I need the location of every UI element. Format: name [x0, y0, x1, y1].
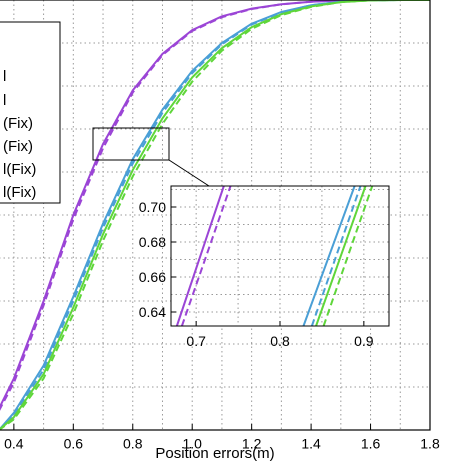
inset-y-tick-label: 0.70: [139, 199, 166, 215]
legend-entry: l(Fix): [3, 184, 36, 201]
x-tick-label: 0.4: [4, 435, 24, 451]
x-tick-label: 1.0: [182, 435, 202, 451]
main-plot-frame: [0, 0, 431, 431]
inset-y-tick-label: 0.64: [139, 304, 166, 320]
x-tick-label: 1.8: [420, 435, 440, 451]
x-tick-label: 1.2: [242, 435, 262, 451]
series-line: [0, 0, 430, 431]
x-tick-label: 0.6: [64, 435, 84, 451]
legend-entry: (Fix): [3, 138, 33, 155]
x-axis-label: Position errors(m): [155, 445, 274, 462]
series-line: [0, 0, 430, 431]
x-tick-label: 0.8: [123, 435, 143, 451]
inset-x-ticks: 0.7 0.8 0.9: [186, 321, 374, 349]
inset-y-tick-label: 0.68: [139, 234, 166, 250]
inset-series-line: [322, 185, 374, 327]
main-x-ticks: 0.4 0.6 0.8 1.0 1.2 1.4 1.6 1.8: [4, 424, 440, 451]
inset-chart: 0.7 0.8 0.9 0.64 0.66 0.68 0.70: [139, 185, 390, 349]
zoom-connector-line: [168, 159, 210, 187]
zoom-region-box: [92, 127, 170, 161]
inset-y-ticks: 0.64 0.66 0.68 0.70: [139, 199, 176, 320]
legend-entry: l: [3, 68, 6, 85]
inset-x-tick-label: 0.7: [186, 333, 206, 349]
inset-series-line: [180, 185, 232, 327]
legend-entry: (Fix): [3, 115, 33, 132]
inset-series-line: [310, 185, 362, 327]
legend-entry: l: [3, 92, 6, 109]
inset-x-tick-label: 0.9: [354, 333, 374, 349]
inset-series-line: [175, 185, 225, 327]
inset-series-line: [315, 185, 367, 327]
inset-x-tick-label: 0.8: [270, 333, 290, 349]
legend: l l (Fix) (Fix) l(Fix) l(Fix): [0, 21, 61, 204]
inset-series-line: [302, 185, 356, 327]
series-line: [0, 0, 430, 431]
legend-entry: l(Fix): [3, 161, 36, 178]
inset-grid: [171, 186, 389, 326]
x-tick-label: 1.6: [361, 435, 381, 451]
inset-y-tick-label: 0.66: [139, 269, 166, 285]
legend-box: [0, 21, 61, 204]
inset-series: [175, 185, 374, 327]
x-tick-label: 1.4: [301, 435, 321, 451]
